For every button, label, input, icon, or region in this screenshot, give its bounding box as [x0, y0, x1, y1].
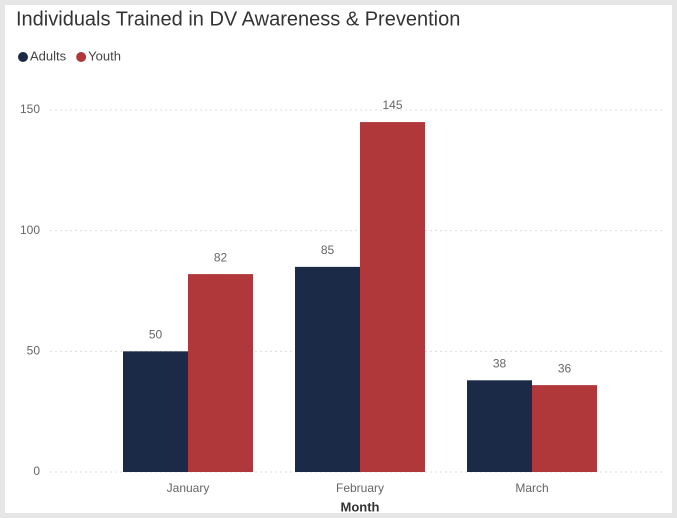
bar [295, 266, 360, 472]
data-label: 36 [558, 361, 572, 375]
x-tick-label: February [336, 481, 384, 495]
bar [188, 274, 253, 472]
data-label: 38 [493, 356, 507, 370]
legend-label: Adults [30, 48, 67, 63]
legend-label: Youth [88, 48, 121, 63]
y-tick-label: 150 [20, 102, 40, 116]
data-label: 145 [382, 98, 402, 112]
bar [123, 351, 188, 472]
y-tick-label: 100 [20, 223, 40, 237]
y-tick-label: 50 [27, 344, 41, 358]
bar [532, 385, 597, 472]
data-label: 50 [149, 328, 163, 342]
y-tick-label: 0 [33, 464, 40, 478]
chart-title: Individuals Trained in DV Awareness & Pr… [16, 8, 460, 30]
legend-marker [76, 52, 87, 62]
x-tick-label: March [515, 481, 548, 495]
x-tick-label: January [167, 481, 210, 495]
x-axis-title: Month [341, 499, 380, 514]
bar [360, 122, 425, 473]
legend-marker [18, 52, 28, 62]
data-label: 85 [321, 243, 335, 257]
bar [467, 380, 532, 472]
data-label: 82 [214, 250, 228, 264]
